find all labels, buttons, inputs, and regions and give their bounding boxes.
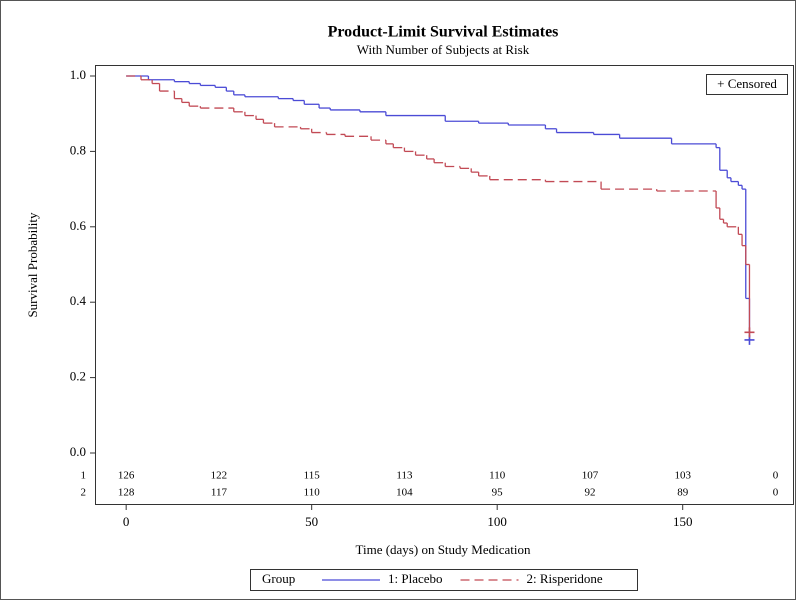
x-tick-label: 150 — [673, 514, 693, 529]
at-risk-count: 126 — [118, 470, 135, 482]
at-risk-count: 103 — [674, 470, 691, 482]
at-risk-count: 0 — [773, 470, 779, 482]
at-risk-count: 107 — [582, 470, 599, 482]
y-tick-label: 0.6 — [70, 218, 87, 233]
legend-title: Group — [262, 571, 295, 586]
at-risk-count: 122 — [211, 470, 228, 482]
y-tick-label: 0.2 — [70, 369, 86, 384]
at-risk-count: 95 — [492, 487, 504, 499]
censored-legend: + Censored — [717, 76, 777, 91]
legend-box — [250, 569, 638, 591]
at-risk-count: 110 — [489, 470, 506, 482]
x-tick-label: 50 — [305, 514, 318, 529]
at-risk-count: 113 — [396, 470, 413, 482]
at-risk-count: 92 — [584, 487, 595, 499]
at-risk-count: 115 — [304, 470, 321, 482]
legend-label: 1: Placebo — [388, 571, 443, 586]
y-tick-label: 0.8 — [70, 142, 86, 157]
x-tick-label: 0 — [123, 514, 130, 529]
at-risk-row-label: 2 — [81, 487, 87, 499]
censored-mark — [744, 327, 755, 338]
plot-frame — [95, 65, 794, 505]
x-tick-label: 100 — [487, 514, 507, 529]
y-tick-label: 1.0 — [70, 67, 86, 82]
at-risk-count: 104 — [396, 487, 413, 499]
y-tick-label: 0.4 — [70, 293, 87, 308]
at-risk-count: 117 — [211, 487, 228, 499]
censored-legend-box — [706, 74, 788, 95]
at-risk-row-label: 1 — [81, 470, 87, 482]
chart-title: Product-Limit Survival Estimates — [328, 24, 559, 41]
at-risk-count: 0 — [773, 487, 779, 499]
at-risk-count: 128 — [118, 487, 135, 499]
chart-subtitle: With Number of Subjects at Risk — [357, 42, 530, 57]
at-risk-count: 110 — [304, 487, 321, 499]
x-axis-label: Time (days) on Study Medication — [355, 542, 531, 557]
y-axis-label: Survival Probability — [25, 212, 40, 318]
y-tick-label: 0.0 — [70, 444, 86, 459]
legend-label: 2: Risperidone — [527, 571, 603, 586]
at-risk-count: 89 — [677, 487, 689, 499]
